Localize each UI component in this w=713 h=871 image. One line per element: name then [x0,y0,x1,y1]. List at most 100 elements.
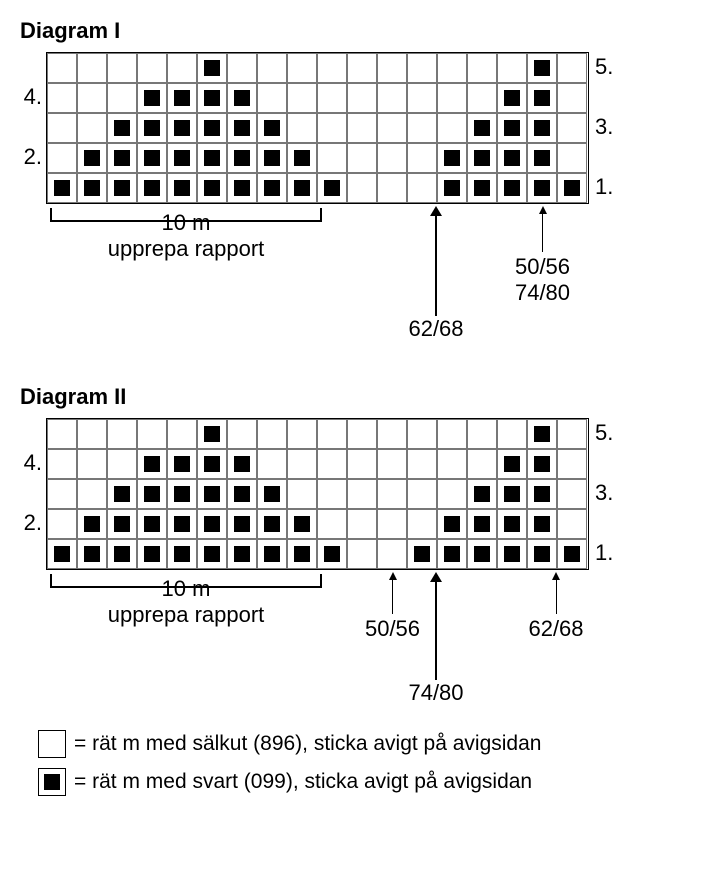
grid-cell [437,479,467,509]
grid-cell [47,449,77,479]
filled-square [84,180,100,196]
chart-grid [46,52,589,204]
grid-cell [287,83,317,113]
filled-square [204,180,220,196]
filled-square [534,90,550,106]
grid-cell [377,143,407,173]
grid-cell [77,113,107,143]
grid-row [47,113,588,143]
filled-square [234,546,250,562]
grid-cell [317,173,347,203]
grid-cell [407,419,437,449]
grid-cell [317,53,347,83]
rapport-label: 10 mupprepa rapport [50,576,322,629]
grid-cell [257,173,287,203]
grid-cell [77,83,107,113]
filled-square [204,120,220,136]
grid-cell [287,143,317,173]
grid-cell [437,53,467,83]
grid-cell [347,509,377,539]
grid-cell [77,509,107,539]
grid-cell [287,173,317,203]
row-label-right: 1. [595,538,617,568]
arrow-label: 50/5674/80 [508,254,578,306]
filled-square [204,426,220,442]
grid-cell [167,449,197,479]
grid-cell [77,173,107,203]
grid-cell [197,143,227,173]
grid-cell [557,509,587,539]
filled-square [144,456,160,472]
grid-cell [197,539,227,569]
grid-cell [317,113,347,143]
grid-row [47,479,588,509]
grid-cell [107,539,137,569]
grid-cell [287,419,317,449]
grid-cell [197,173,227,203]
grid-cell [437,173,467,203]
filled-square [204,546,220,562]
legend-text: = rät m med sälkut (896), sticka avigt p… [74,732,541,756]
grid-cell [287,539,317,569]
right-row-labels: 1.3.5. [595,418,617,568]
grid-cell [347,143,377,173]
filled-square [444,546,460,562]
grid-cell [47,143,77,173]
grid-cell [47,83,77,113]
filled-square [324,180,340,196]
grid-cell [497,419,527,449]
rapport-label: 10 mupprepa rapport [50,210,322,263]
filled-square [174,120,190,136]
grid-cell [497,479,527,509]
grid-cell [107,449,137,479]
arrow-head-icon [539,206,547,214]
grid-cell [497,509,527,539]
row-label-left [20,538,42,568]
filled-square [264,516,280,532]
filled-square [474,546,490,562]
row-label-left: 2. [20,142,42,172]
grid-cell [527,173,557,203]
grid-cell [377,53,407,83]
arrow-shaft [435,216,437,316]
grid-cell [167,83,197,113]
arrow-shaft [542,214,543,252]
grid-cell [527,479,557,509]
row-label-right [595,142,617,172]
legend-row-empty: = rät m med sälkut (896), sticka avigt p… [20,730,693,758]
grid-cell [437,83,467,113]
legend-row-filled: = rät m med svart (099), sticka avigt på… [20,768,693,796]
grid-cell [257,113,287,143]
grid-cell [197,449,227,479]
grid-cell [47,53,77,83]
filled-square [204,486,220,502]
grid-cell [47,539,77,569]
diagram-block: Diagram II2.4.10 mupprepa rapport50/5674… [20,384,693,720]
filled-square [564,546,580,562]
filled-square [144,90,160,106]
filled-square [174,516,190,532]
grid-row [47,53,588,83]
arrow-shaft [556,580,557,614]
filled-square [474,120,490,136]
filled-square [504,516,520,532]
grid-cell [257,449,287,479]
grid-cell [227,449,257,479]
grid-cell [197,509,227,539]
filled-square [174,546,190,562]
legend-text: = rät m med svart (099), sticka avigt på… [74,770,532,794]
grid-cell [227,539,257,569]
grid-cell [497,449,527,479]
grid-cell [107,419,137,449]
grid-cell [227,173,257,203]
grid-cell [107,113,137,143]
grid-cell [107,173,137,203]
row-label-left: 2. [20,508,42,538]
annotations-below: 10 mupprepa rapport62/6850/5674/80 [46,204,589,374]
grid-cell [257,539,287,569]
filled-square [114,120,130,136]
grid-cell [137,449,167,479]
diagram-title: Diagram II [20,384,693,410]
grid-cell [227,479,257,509]
filled-square [474,486,490,502]
